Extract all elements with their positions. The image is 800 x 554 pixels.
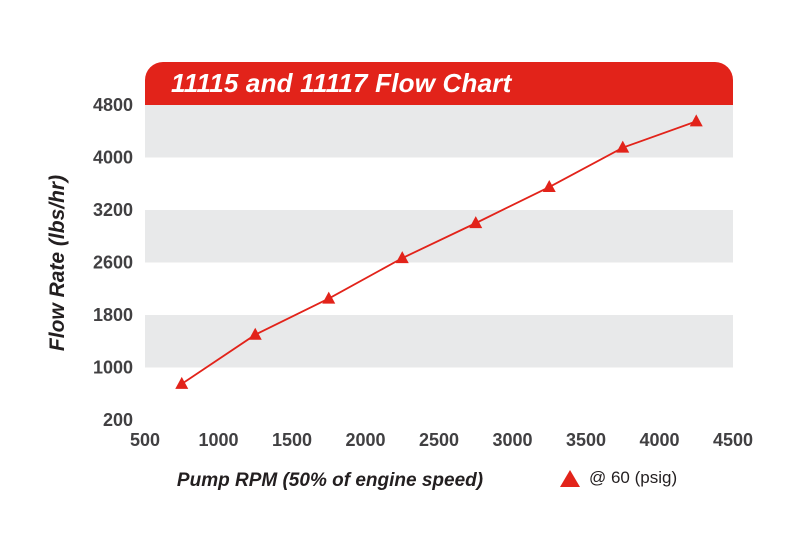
x-tick-label: 1000 bbox=[198, 430, 238, 450]
plot-band bbox=[145, 315, 733, 368]
plot-band bbox=[145, 210, 733, 263]
plot-band bbox=[145, 367, 733, 420]
plot-band bbox=[145, 157, 733, 210]
x-tick-label: 1500 bbox=[272, 430, 312, 450]
flow-line bbox=[181, 120, 697, 385]
x-tick-label: 4000 bbox=[639, 430, 679, 450]
data-point-marker bbox=[689, 114, 703, 127]
y-tick-label: 4000 bbox=[93, 148, 133, 168]
x-axis-label: Pump RPM (50% of engine speed) bbox=[176, 470, 484, 491]
x-tick-label: 2500 bbox=[419, 430, 459, 450]
y-tick-label: 2600 bbox=[93, 253, 133, 273]
y-tick-label: 1000 bbox=[93, 358, 133, 378]
data-point-marker bbox=[542, 180, 556, 193]
y-tick-label: 4800 bbox=[93, 95, 133, 115]
chart-title-bar: 11115 and 11117 Flow Chart bbox=[145, 62, 733, 105]
data-point-marker bbox=[469, 216, 483, 229]
plot-band bbox=[145, 262, 733, 315]
y-tick-label: 200 bbox=[103, 410, 133, 430]
data-point-marker bbox=[395, 251, 409, 264]
data-point-marker bbox=[248, 327, 262, 340]
x-tick-label: 3500 bbox=[566, 430, 606, 450]
data-point-marker bbox=[322, 291, 336, 304]
y-tick-label: 3200 bbox=[93, 200, 133, 220]
data-point-marker bbox=[175, 376, 189, 389]
chart-title: 11115 and 11117 Flow Chart bbox=[171, 68, 512, 98]
legend-label: @ 60 (psig) bbox=[589, 468, 678, 487]
y-axis-label: Flow Rate (lbs/hr) bbox=[46, 174, 69, 352]
x-tick-label: 3000 bbox=[492, 430, 532, 450]
plot-band bbox=[145, 105, 733, 158]
data-point-marker bbox=[616, 140, 630, 153]
legend: @ 60 (psig) bbox=[560, 468, 677, 488]
y-tick-label: 1800 bbox=[93, 305, 133, 325]
x-tick-label: 4500 bbox=[713, 430, 753, 450]
legend-triangle-icon bbox=[560, 469, 580, 487]
x-tick-label: 500 bbox=[130, 430, 160, 450]
x-tick-label: 2000 bbox=[345, 430, 385, 450]
